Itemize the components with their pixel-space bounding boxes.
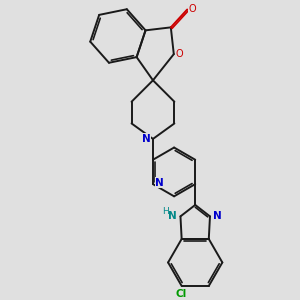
- Text: N: N: [142, 134, 151, 144]
- Text: H: H: [162, 207, 169, 216]
- Text: O: O: [189, 4, 196, 14]
- Text: Cl: Cl: [176, 289, 187, 299]
- Text: N: N: [168, 211, 176, 221]
- Text: O: O: [175, 49, 183, 58]
- Text: N: N: [213, 211, 222, 221]
- Text: N: N: [155, 178, 164, 188]
